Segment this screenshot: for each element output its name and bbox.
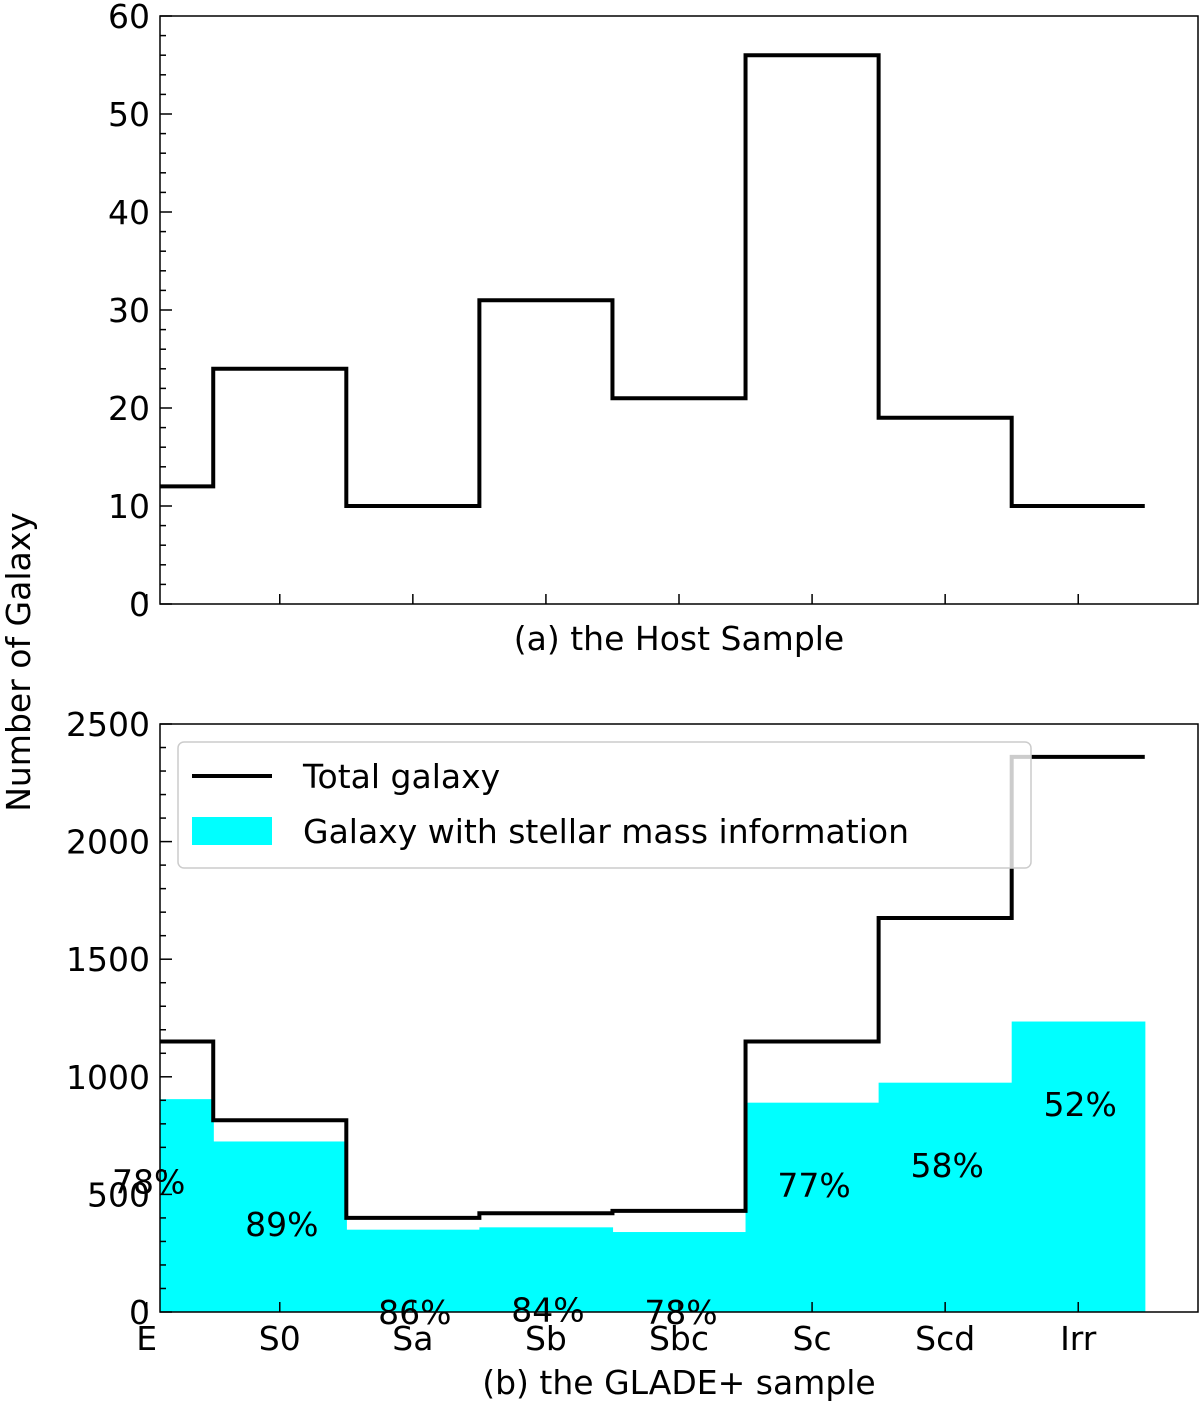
panel-a-y-tick-label: 20 bbox=[108, 389, 150, 428]
panel-b-x-tick-label-Sb: Sb bbox=[525, 1319, 567, 1358]
panel-b-x-tick-label-Irr: Irr bbox=[1060, 1319, 1097, 1358]
total-galaxy-step-line bbox=[160, 754, 1145, 1220]
stellar-mass-bar-Sc bbox=[745, 1102, 880, 1312]
panel-b-x-tick-label-Sbc: Sbc bbox=[649, 1319, 709, 1358]
stellar-mass-bar-Sa bbox=[346, 1229, 480, 1312]
stellar-mass-bar-Scd bbox=[878, 1082, 1013, 1312]
panel-a-y-tick-label: 40 bbox=[108, 193, 150, 232]
percent-label-S0: 89% bbox=[245, 1205, 318, 1244]
panel-b-y-tick-label: 1000 bbox=[66, 1058, 150, 1097]
panel-a-y-tick-label: 0 bbox=[129, 585, 150, 624]
panel-b-y-tick-label: 1500 bbox=[66, 940, 150, 979]
panel-b-frame bbox=[159, 723, 1199, 1313]
percent-label-E: 78% bbox=[112, 1162, 185, 1201]
panel-b-y-tick-label: 500 bbox=[87, 1175, 150, 1214]
panel-b-y-tick-label: 2500 bbox=[66, 705, 150, 744]
stellar-mass-bar-S0 bbox=[213, 1141, 347, 1312]
panel-b-glade-sample: 0 500 1000 1500 2000 2500 E S0 Sa Sb Sbc Sc Scd Irr 7… bbox=[66, 705, 1199, 1402]
legend: Total galaxy Galaxy with stellar mass in… bbox=[177, 741, 1032, 869]
legend-label-total: Total galaxy bbox=[302, 757, 500, 796]
panel-a-y-tick-label: 60 bbox=[108, 0, 150, 36]
stellar-mass-bar-E bbox=[160, 1099, 214, 1312]
panel-b-x-tick-label-E: E bbox=[136, 1319, 157, 1358]
host-sample-step-line bbox=[160, 53, 1145, 508]
panel-a-frame bbox=[159, 15, 1199, 605]
percent-label-Irr: 52% bbox=[1044, 1085, 1117, 1124]
stellar-mass-bar-Sbc bbox=[612, 1232, 747, 1312]
panel-b-x-tick-label-Scd: Scd bbox=[915, 1319, 975, 1358]
percent-label-Sb: 84% bbox=[511, 1291, 584, 1330]
panel-b-x-tick-label-Sa: Sa bbox=[392, 1319, 433, 1358]
stellar-mass-bar-Sb bbox=[479, 1227, 614, 1312]
panel-a-y-tick-label: 50 bbox=[108, 95, 150, 134]
panel-b-title: (b) the GLADE+ sample bbox=[482, 1363, 876, 1402]
panel-a-title: (a) the Host Sample bbox=[514, 619, 844, 658]
legend-box bbox=[177, 741, 1032, 869]
panel-b-y-tick-label: 0 bbox=[129, 1293, 150, 1332]
panel-b-x-tick-label-Sc: Sc bbox=[793, 1319, 832, 1358]
percent-label-Sc: 77% bbox=[777, 1166, 850, 1205]
y-axis-label: Number of Galaxy bbox=[0, 512, 38, 812]
panel-a-y-tick-label: 30 bbox=[108, 291, 150, 330]
panel-a-host-sample: 0 10 20 30 40 50 60 (a) the Host Sample bbox=[108, 0, 1199, 658]
panel-b-y-tick-label: 2000 bbox=[66, 823, 150, 862]
panel-a-y-tick-label: 10 bbox=[108, 487, 150, 526]
percent-label-Scd: 58% bbox=[910, 1146, 983, 1185]
panel-b-x-tick-label-S0: S0 bbox=[259, 1319, 301, 1358]
stellar-mass-bar-Irr bbox=[1011, 1021, 1146, 1312]
legend-fill-swatch bbox=[192, 817, 272, 845]
legend-label-stellar-mass: Galaxy with stellar mass information bbox=[303, 812, 909, 851]
